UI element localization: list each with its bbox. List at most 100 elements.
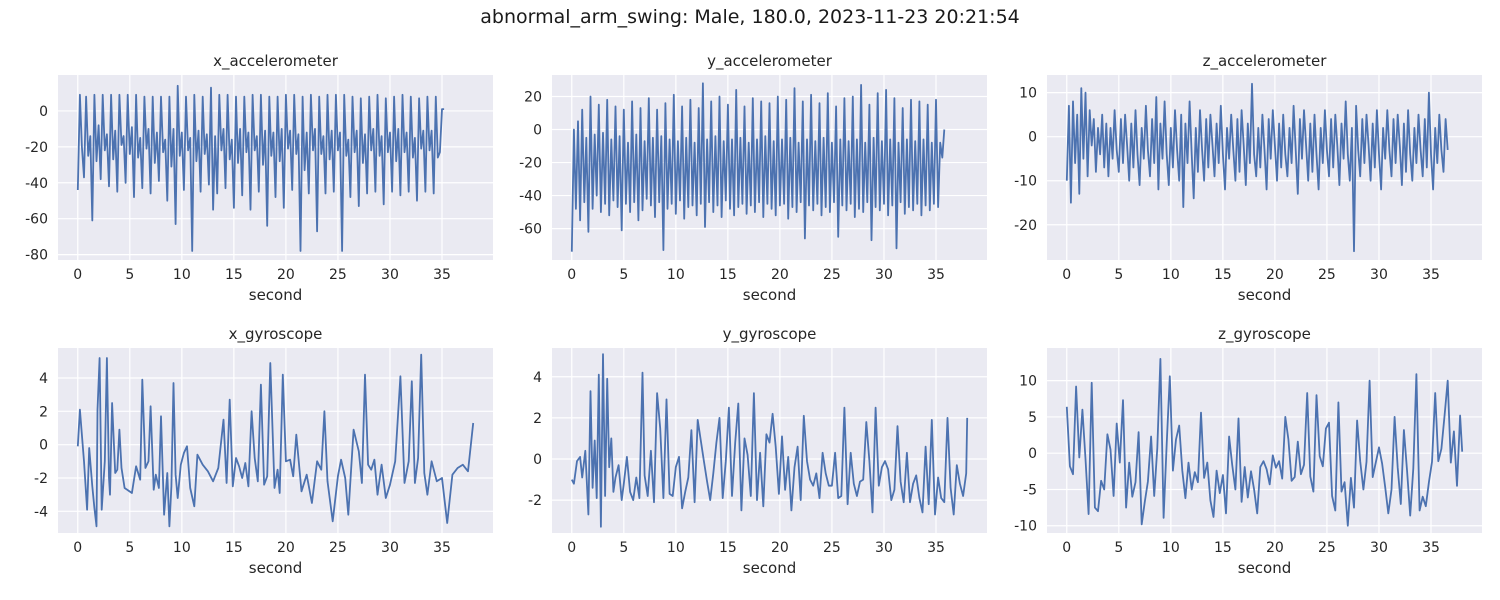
y-tick-label: -20 [1014, 218, 1037, 234]
y-tick-label: 0 [39, 438, 48, 454]
y-tick-label: -2 [528, 493, 542, 509]
x-tick-label: 20 [277, 267, 295, 283]
x-axis-label: second [743, 559, 797, 577]
x-axis-label: second [249, 559, 303, 577]
y-tick-label: 0 [533, 123, 542, 139]
y-tick-label: -60 [519, 222, 542, 238]
series-line [570, 82, 946, 252]
x-tick-label: 30 [381, 540, 399, 556]
subplot-title: x_accelerometer [213, 52, 339, 71]
x-tick-label: 10 [173, 540, 191, 556]
x-tick-label: 5 [1114, 540, 1123, 556]
x-tick-label: 20 [771, 540, 789, 556]
x-tick-label: 0 [567, 267, 576, 283]
x-tick-label: 0 [567, 540, 576, 556]
subplot-z_accelerometer: 0 5 10 15 20 25 30 35 -20 -10 0 10 z_accelerometerse… [1014, 52, 1482, 304]
y-tick-label: 20 [524, 89, 542, 105]
y-tick-label: 0 [533, 452, 542, 468]
subplot-title: y_accelerometer [707, 52, 833, 71]
x-tick-label: 15 [719, 540, 737, 556]
subplot-y_accelerometer: 0 5 10 15 20 25 30 35 -60 -40 -20 0 20 y_acceleromete… [519, 52, 987, 304]
x-tick-label: 20 [1266, 540, 1284, 556]
x-tick-label: 20 [1266, 267, 1284, 283]
y-tick-label: -5 [1023, 482, 1037, 498]
x-tick-label: 15 [719, 267, 737, 283]
x-tick-label: 20 [771, 267, 789, 283]
subplot-x_accelerometer: 0 5 10 15 20 25 30 35 -80 -60 -40 -20 0 x_acceleromet… [25, 52, 493, 304]
x-tick-label: 0 [73, 540, 82, 556]
x-tick-label: 25 [823, 267, 841, 283]
x-tick-label: 25 [1318, 267, 1336, 283]
y-tick-label: -2 [34, 471, 48, 487]
x-tick-label: 35 [1422, 267, 1440, 283]
y-tick-label: 10 [1019, 86, 1037, 102]
x-tick-label: 10 [1162, 540, 1180, 556]
series-line [570, 353, 969, 528]
x-tick-label: 25 [823, 540, 841, 556]
x-tick-label: 25 [329, 267, 347, 283]
y-tick-label: 2 [39, 404, 48, 420]
x-tick-label: 15 [1214, 267, 1232, 283]
x-tick-label: 35 [1422, 540, 1440, 556]
x-tick-label: 30 [1370, 540, 1388, 556]
subplot-title: y_gyroscope [723, 325, 817, 344]
y-tick-label: -40 [519, 189, 542, 205]
x-axis-label: second [743, 286, 797, 304]
x-axis-label: second [1238, 286, 1292, 304]
x-tick-label: 5 [1114, 267, 1123, 283]
x-tick-label: 25 [1318, 540, 1336, 556]
y-tick-label: 0 [39, 104, 48, 120]
subplot-title: z_gyroscope [1218, 325, 1311, 344]
x-tick-label: 5 [619, 540, 628, 556]
y-tick-label: -20 [25, 140, 48, 156]
x-tick-label: 5 [125, 540, 134, 556]
y-tick-label: -10 [1014, 174, 1037, 190]
y-tick-label: -20 [519, 156, 542, 172]
y-tick-label: 4 [533, 370, 542, 386]
y-tick-label: 0 [1028, 130, 1037, 146]
x-tick-label: 10 [1162, 267, 1180, 283]
y-tick-label: -10 [1014, 519, 1037, 535]
y-tick-label: -60 [25, 212, 48, 228]
series-line [1065, 82, 1449, 253]
x-tick-label: 15 [225, 540, 243, 556]
x-axis-label: second [249, 286, 303, 304]
subplot-title: z_accelerometer [1203, 52, 1328, 71]
x-tick-label: 0 [1062, 540, 1071, 556]
subplot-title: x_gyroscope [229, 325, 323, 344]
series-line [76, 353, 475, 528]
y-tick-label: 5 [1028, 410, 1037, 426]
figure-suptitle: abnormal_arm_swing: Male, 180.0, 2023-11… [480, 6, 1020, 28]
x-tick-label: 15 [1214, 540, 1232, 556]
plot-area [58, 348, 493, 533]
x-tick-label: 35 [927, 267, 945, 283]
y-tick-label: -80 [25, 248, 48, 264]
x-tick-label: 35 [433, 267, 451, 283]
x-tick-label: 5 [125, 267, 134, 283]
x-tick-label: 10 [667, 267, 685, 283]
y-tick-label: 4 [39, 371, 48, 387]
x-tick-label: 30 [1370, 267, 1388, 283]
x-tick-label: 15 [225, 267, 243, 283]
x-tick-label: 25 [329, 540, 347, 556]
x-tick-label: 10 [173, 267, 191, 283]
plot-area [1047, 75, 1482, 260]
y-tick-label: 2 [533, 411, 542, 427]
x-tick-label: 0 [1062, 267, 1071, 283]
x-tick-label: 30 [875, 540, 893, 556]
series-line [76, 84, 445, 252]
x-axis-label: second [1238, 559, 1292, 577]
series-line [1065, 357, 1464, 527]
x-tick-label: 20 [277, 540, 295, 556]
x-tick-label: 35 [433, 540, 451, 556]
x-tick-label: 10 [667, 540, 685, 556]
x-tick-label: 35 [927, 540, 945, 556]
y-tick-label: -4 [34, 504, 48, 520]
y-tick-label: 0 [1028, 446, 1037, 462]
y-tick-label: 10 [1019, 374, 1037, 390]
